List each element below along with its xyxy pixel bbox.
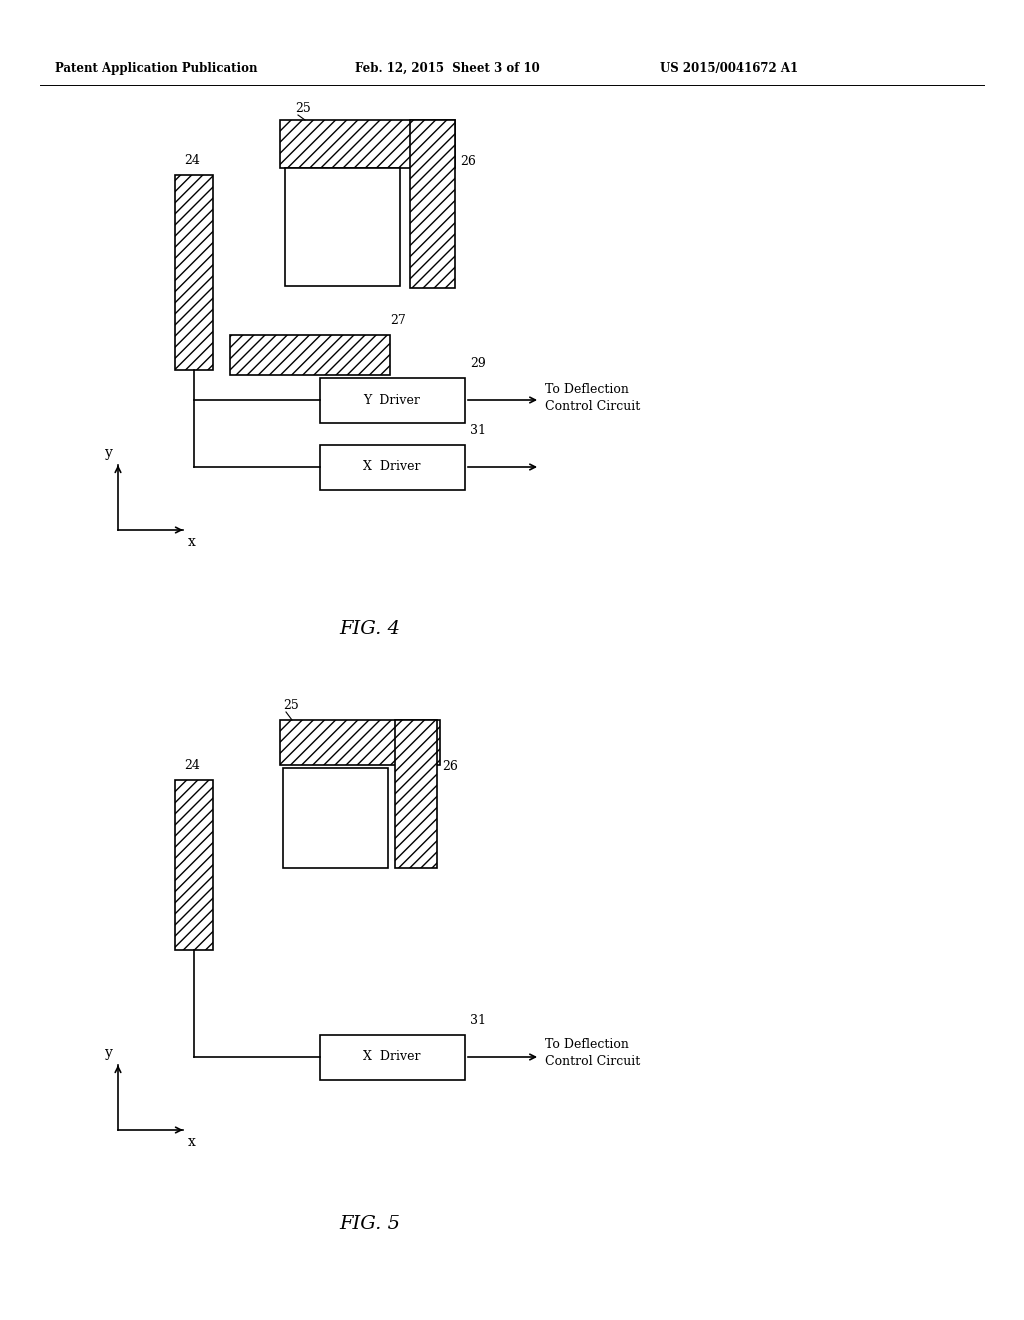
Bar	[319, 1035, 465, 1080]
Text: 29: 29	[470, 356, 485, 370]
Text: 25: 25	[295, 102, 310, 115]
Text: 31: 31	[470, 1014, 486, 1027]
Text: x: x	[188, 1135, 196, 1148]
Text: y: y	[105, 446, 113, 459]
Bar	[319, 445, 465, 490]
Text: Control Circuit: Control Circuit	[545, 400, 640, 413]
Text: Feb. 12, 2015  Sheet 3 of 10: Feb. 12, 2015 Sheet 3 of 10	[355, 62, 540, 75]
Text: 31: 31	[470, 424, 486, 437]
Text: 26: 26	[442, 760, 458, 774]
Bar	[319, 378, 465, 422]
Bar	[175, 176, 213, 370]
Bar	[285, 168, 400, 286]
Bar	[395, 719, 437, 869]
Text: FIG. 5: FIG. 5	[340, 1214, 400, 1233]
Text: US 2015/0041672 A1: US 2015/0041672 A1	[660, 62, 798, 75]
Text: X  Driver: X Driver	[364, 461, 421, 474]
Text: 24: 24	[184, 154, 200, 168]
Bar	[230, 335, 390, 375]
Text: To Deflection: To Deflection	[545, 1038, 629, 1051]
Text: To Deflection: To Deflection	[545, 383, 629, 396]
Bar	[175, 780, 213, 950]
Text: X  Driver: X Driver	[364, 1051, 421, 1064]
Text: FIG. 4: FIG. 4	[340, 620, 400, 638]
Text: 25: 25	[283, 700, 299, 711]
Text: y: y	[105, 1045, 113, 1060]
Bar	[280, 719, 440, 766]
Bar	[283, 768, 388, 869]
Text: 26: 26	[460, 154, 476, 168]
Bar	[410, 120, 455, 288]
Text: x: x	[188, 535, 196, 549]
Bar	[280, 120, 455, 168]
Text: Y  Driver: Y Driver	[364, 393, 421, 407]
Text: Patent Application Publication: Patent Application Publication	[55, 62, 257, 75]
Text: 24: 24	[184, 759, 200, 772]
Text: 27: 27	[390, 314, 406, 327]
Text: Control Circuit: Control Circuit	[545, 1055, 640, 1068]
